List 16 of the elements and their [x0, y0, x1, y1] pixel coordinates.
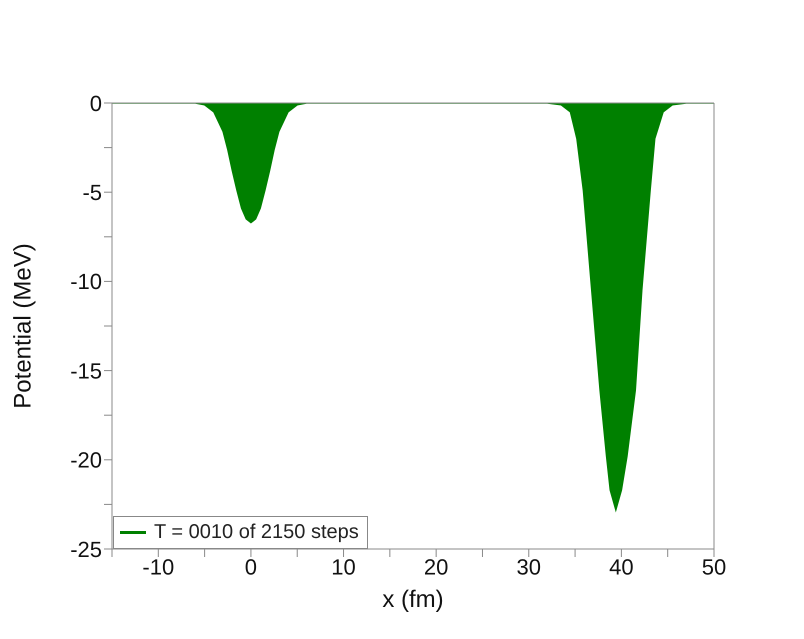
x-axis-title: x (fm)	[382, 586, 444, 613]
y-tick-label: -15	[70, 358, 102, 384]
x-tick-label: 50	[702, 554, 726, 580]
x-tick-label: -10	[142, 554, 174, 580]
y-axis-title: Potential (MeV)	[10, 243, 37, 409]
x-tick-label: 20	[424, 554, 448, 580]
x-tick-label: 40	[609, 554, 634, 580]
x-tick-label: 10	[331, 554, 356, 580]
y-tick-label: -25	[70, 536, 102, 562]
legend-label: T = 0010 of 2150 steps	[154, 521, 359, 544]
x-tick-label: 30	[516, 554, 542, 580]
y-tick-label: -10	[70, 269, 102, 294]
y-tick-label: -5	[82, 180, 102, 206]
x-tick-label: 0	[244, 554, 258, 580]
y-tick-label: 0	[90, 90, 102, 116]
y-tick-label: -20	[70, 448, 102, 473]
